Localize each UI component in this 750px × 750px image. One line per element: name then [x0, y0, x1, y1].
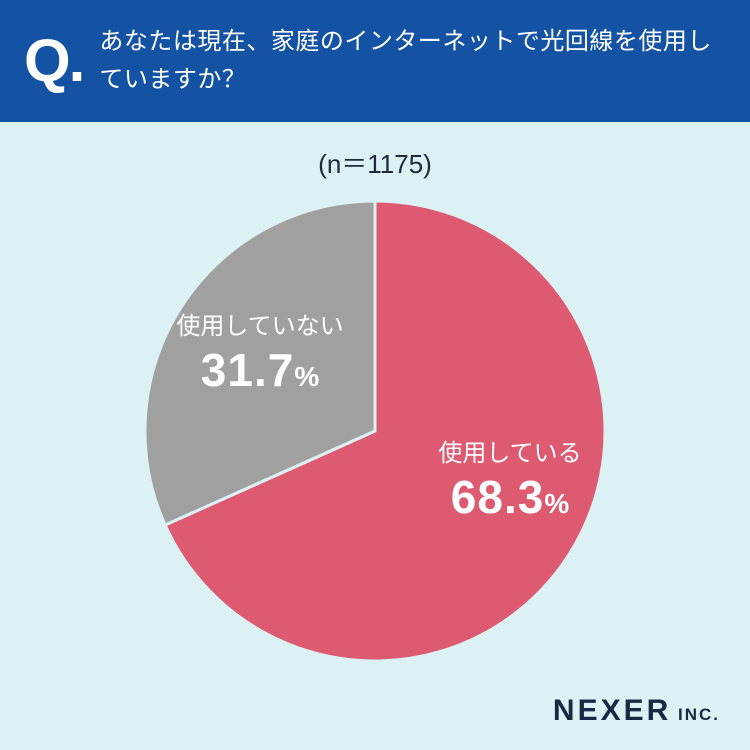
sample-size-label: (n＝1175) — [0, 122, 750, 191]
infographic-container: Q. あなたは現在、家庭のインターネットで光回線を使用していますか？ (n＝11… — [0, 0, 750, 750]
slice-value: 31.7 — [201, 344, 295, 396]
pie-chart: 使用している 68.3% 使用していない 31.7% — [145, 201, 605, 661]
brand-logo: NEXER INC. — [553, 694, 720, 728]
brand-suffix: INC. — [671, 705, 720, 724]
slice-name: 使用している — [410, 433, 610, 468]
q-mark: Q. — [24, 31, 83, 91]
chart-area: (n＝1175) 使用している 68.3% 使用していない 31.7% NEXE… — [0, 122, 750, 750]
percent-mark: % — [294, 361, 319, 392]
question-header: Q. あなたは現在、家庭のインターネットで光回線を使用していますか？ — [0, 0, 750, 122]
pie-svg — [145, 201, 605, 661]
slice-name: 使用していない — [155, 306, 365, 341]
slice-value: 68.3 — [451, 471, 545, 523]
brand-name: NEXER — [553, 694, 671, 727]
percent-mark: % — [544, 488, 569, 519]
slice-label-using: 使用している 68.3% — [410, 433, 610, 524]
question-text: あなたは現在、家庭のインターネットで光回線を使用していますか？ — [99, 23, 726, 100]
slice-label-not-using: 使用していない 31.7% — [155, 306, 365, 397]
